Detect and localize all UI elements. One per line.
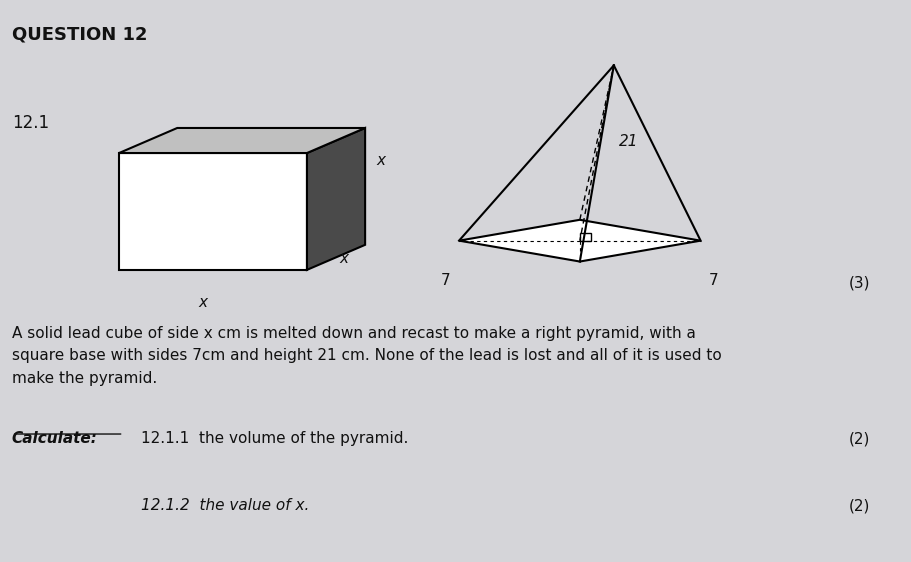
Text: 7: 7	[441, 273, 450, 288]
Text: (2): (2)	[849, 431, 871, 446]
Text: 12.1: 12.1	[12, 114, 49, 132]
Polygon shape	[119, 128, 365, 153]
Text: QUESTION 12: QUESTION 12	[12, 25, 148, 43]
Text: Calculate:: Calculate:	[12, 431, 97, 446]
Text: 12.1.1  the volume of the pyramid.: 12.1.1 the volume of the pyramid.	[141, 431, 409, 446]
Text: $x$: $x$	[339, 251, 351, 266]
Text: 12.1.2  the value of x.: 12.1.2 the value of x.	[141, 498, 310, 513]
Polygon shape	[459, 220, 701, 261]
Polygon shape	[119, 153, 307, 270]
Text: $x$: $x$	[376, 153, 387, 168]
Polygon shape	[307, 128, 365, 270]
Text: $x$: $x$	[198, 295, 210, 310]
Text: (2): (2)	[849, 498, 871, 513]
Text: A solid lead cube of side x cm is melted down and recast to make a right pyramid: A solid lead cube of side x cm is melted…	[12, 325, 722, 386]
Text: (3): (3)	[849, 275, 871, 291]
Text: 7: 7	[710, 273, 719, 288]
Text: 21: 21	[619, 134, 639, 149]
